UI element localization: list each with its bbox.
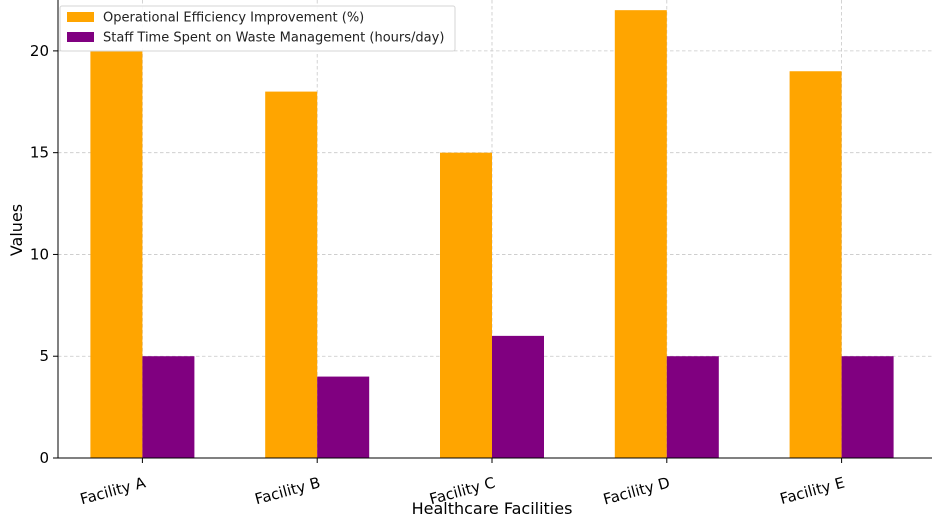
legend-label-efficiency: Operational Efficiency Improvement (%) bbox=[103, 11, 364, 26]
bar-staff-time-4 bbox=[666, 356, 719, 458]
bar-staff-time-5 bbox=[841, 356, 894, 458]
legend-frame bbox=[59, 5, 456, 52]
bar-efficiency-5 bbox=[789, 71, 842, 458]
bar-efficiency-4 bbox=[614, 10, 667, 459]
y-tick-label: 10 bbox=[30, 245, 49, 263]
bar-staff-time-1 bbox=[142, 356, 195, 458]
x-tick-label: Facility A bbox=[78, 473, 148, 508]
bar-efficiency-3 bbox=[440, 152, 492, 458]
y-tick-label: 15 bbox=[30, 144, 49, 162]
bar-staff-time-3 bbox=[492, 335, 544, 458]
legend: Operational Efficiency Improvement (%) S… bbox=[59, 5, 456, 52]
legend-label-staff-time: Staff Time Spent on Waste Management (ho… bbox=[103, 31, 444, 46]
y-tick-label: 5 bbox=[39, 347, 49, 365]
y-axis-title: Values bbox=[7, 204, 26, 256]
x-tick-label: Facility E bbox=[778, 473, 847, 508]
legend-swatch-efficiency bbox=[67, 12, 94, 22]
axes bbox=[53, 0, 932, 463]
bar-efficiency-2 bbox=[265, 91, 318, 458]
legend-swatch-staff-time bbox=[67, 32, 94, 42]
x-tick-label: Facility B bbox=[253, 473, 322, 508]
y-tick-label: 0 bbox=[39, 449, 49, 467]
x-axis-title: Healthcare Facilities bbox=[412, 499, 573, 518]
y-tick-label: 20 bbox=[30, 42, 49, 60]
x-tick-label: Facility D bbox=[601, 473, 672, 508]
bar-staff-time-2 bbox=[317, 376, 370, 458]
bar-efficiency-1 bbox=[90, 50, 143, 459]
bars bbox=[90, 10, 894, 459]
